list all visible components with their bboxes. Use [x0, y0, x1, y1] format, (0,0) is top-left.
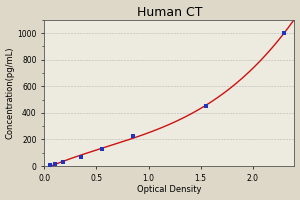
Point: [52, 163, 57, 166]
Y-axis label: Concentration(pg/mL): Concentration(pg/mL): [6, 47, 15, 139]
Point: [203, 105, 208, 108]
Point: [47, 164, 52, 167]
Point: [61, 160, 65, 164]
X-axis label: Optical Density: Optical Density: [137, 185, 202, 194]
Point: [130, 135, 135, 138]
Title: Human CT: Human CT: [136, 6, 202, 19]
Point: [78, 155, 83, 158]
Point: [282, 31, 286, 35]
Point: [99, 147, 104, 150]
